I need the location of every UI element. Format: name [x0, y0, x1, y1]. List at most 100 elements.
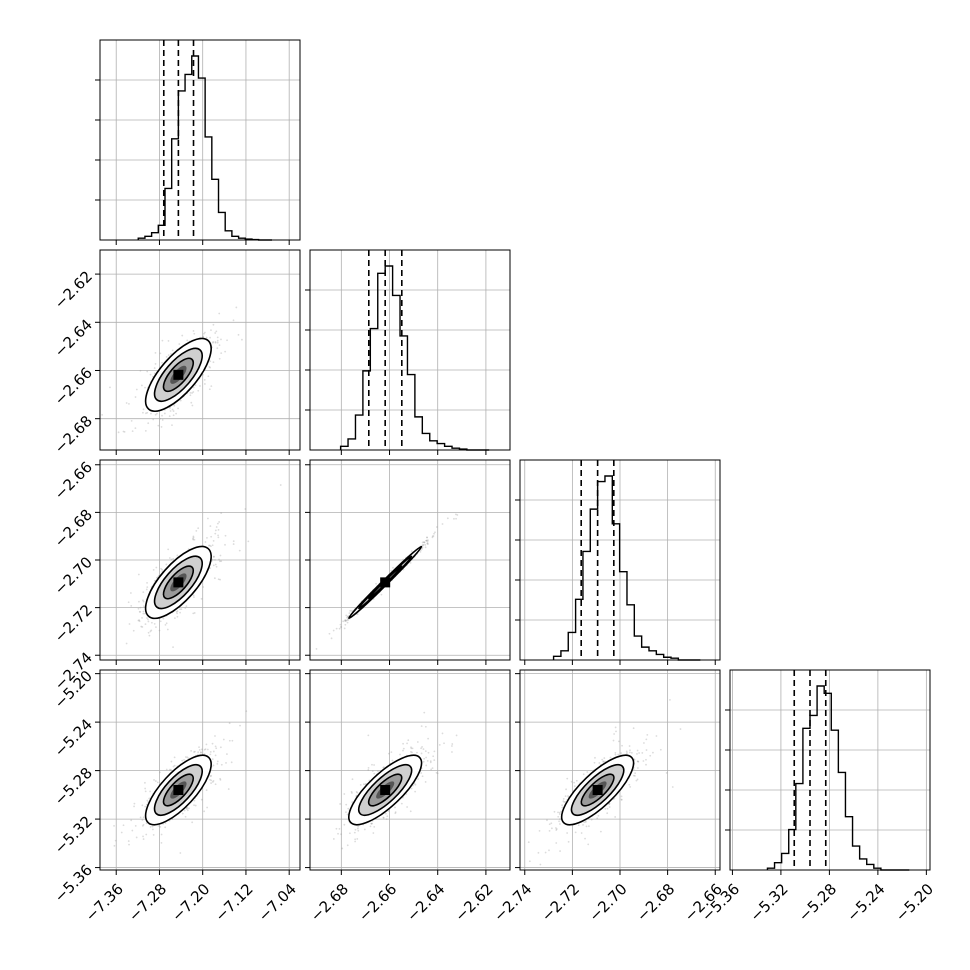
scatter-point	[219, 560, 221, 563]
panel-border	[729, 669, 931, 871]
scatter-point	[354, 840, 357, 843]
scatter-point	[383, 766, 385, 769]
panel-3-3	[725, 669, 931, 875]
scatter-point	[604, 760, 606, 763]
scatter-point	[216, 339, 219, 342]
scatter-point	[145, 588, 148, 591]
scatter-point	[134, 396, 137, 398]
scatter-point	[180, 608, 183, 610]
scatter-point	[172, 557, 175, 560]
scatter-point	[155, 626, 157, 629]
scatter-point	[443, 742, 445, 745]
scatter-point	[193, 804, 195, 807]
panel-1-0	[95, 249, 301, 455]
scatter-point	[608, 802, 611, 805]
histogram-step-1	[339, 265, 490, 451]
scatter-point	[411, 751, 413, 754]
scatter-point	[220, 338, 222, 341]
scatter-point	[216, 341, 219, 344]
scatter-point	[144, 429, 147, 432]
panel-3-0	[95, 669, 301, 875]
scatter-point	[172, 414, 175, 417]
scatter-point	[141, 804, 144, 807]
scatter-point	[147, 618, 149, 621]
scatter-point	[143, 605, 145, 608]
scatter-point	[202, 336, 205, 338]
scatter-point	[206, 748, 209, 751]
scatter-point	[214, 332, 217, 334]
scatter-point	[214, 754, 217, 757]
scatter-point	[212, 341, 214, 344]
scatter-point	[407, 739, 410, 742]
scatter-point	[454, 513, 457, 516]
scatter-point	[423, 711, 426, 714]
panel-background	[100, 40, 300, 240]
scatter-point	[351, 801, 354, 804]
scatter-point	[410, 746, 412, 749]
scatter-point	[212, 361, 215, 364]
scatter-point	[346, 616, 348, 619]
scatter-point	[424, 750, 427, 753]
scatter-point	[210, 385, 213, 388]
scatter-point	[328, 632, 331, 635]
scatter-point	[205, 743, 208, 746]
scatter-point	[193, 538, 196, 541]
scatter-point	[217, 578, 220, 581]
scatter-point	[195, 529, 198, 532]
scatter-point	[125, 642, 128, 645]
scatter-point	[142, 411, 144, 414]
scatter-point	[189, 394, 192, 397]
scatter-point	[144, 623, 147, 626]
scatter-point	[209, 525, 212, 527]
scatter-point	[347, 807, 350, 810]
scatter-point	[574, 831, 577, 834]
scatter-point	[122, 430, 125, 433]
scatter-point	[204, 541, 207, 543]
scatter-point	[419, 550, 422, 553]
scatter-point	[373, 764, 375, 766]
scatter-point	[528, 860, 531, 863]
scatter-point	[156, 577, 158, 579]
scatter-point	[159, 352, 162, 355]
scatter-point	[192, 537, 194, 540]
scatter-point	[347, 615, 350, 618]
scatter-point	[200, 798, 203, 801]
scatter-point	[133, 805, 135, 808]
scatter-point	[193, 751, 195, 753]
scatter-point	[154, 351, 157, 354]
scatter-point	[203, 810, 206, 813]
panel-content	[125, 484, 282, 649]
scatter-point	[217, 534, 219, 537]
scatter-point	[410, 750, 412, 753]
scatter-point	[210, 329, 212, 332]
scatter-point	[409, 561, 412, 564]
scatter-point	[145, 412, 147, 415]
scatter-point	[356, 791, 359, 794]
scatter-point	[382, 816, 385, 819]
scatter-point	[420, 772, 423, 774]
scatter-point	[617, 753, 620, 756]
histogram-step-3	[766, 685, 910, 871]
scatter-point	[671, 786, 674, 788]
histogram-step-2	[552, 475, 701, 661]
scatter-point	[167, 354, 170, 357]
scatter-point	[343, 823, 346, 826]
scatter-point	[150, 621, 153, 624]
scatter-point	[168, 415, 171, 417]
scatter-point	[215, 330, 218, 333]
scatter-point	[176, 612, 179, 615]
scatter-point	[423, 757, 426, 760]
scatter-point	[387, 810, 390, 813]
scatter-point	[421, 541, 424, 544]
scatter-point	[162, 617, 165, 620]
scatter-point	[354, 838, 357, 841]
scatter-point	[219, 779, 222, 781]
scatter-point	[206, 517, 209, 520]
scatter-point	[148, 634, 151, 637]
scatter-point	[213, 577, 216, 580]
scatter-point	[345, 811, 347, 814]
scatter-point	[211, 544, 214, 547]
panel-border	[99, 249, 301, 451]
scatter-point	[375, 582, 377, 585]
panel-border	[309, 459, 511, 661]
